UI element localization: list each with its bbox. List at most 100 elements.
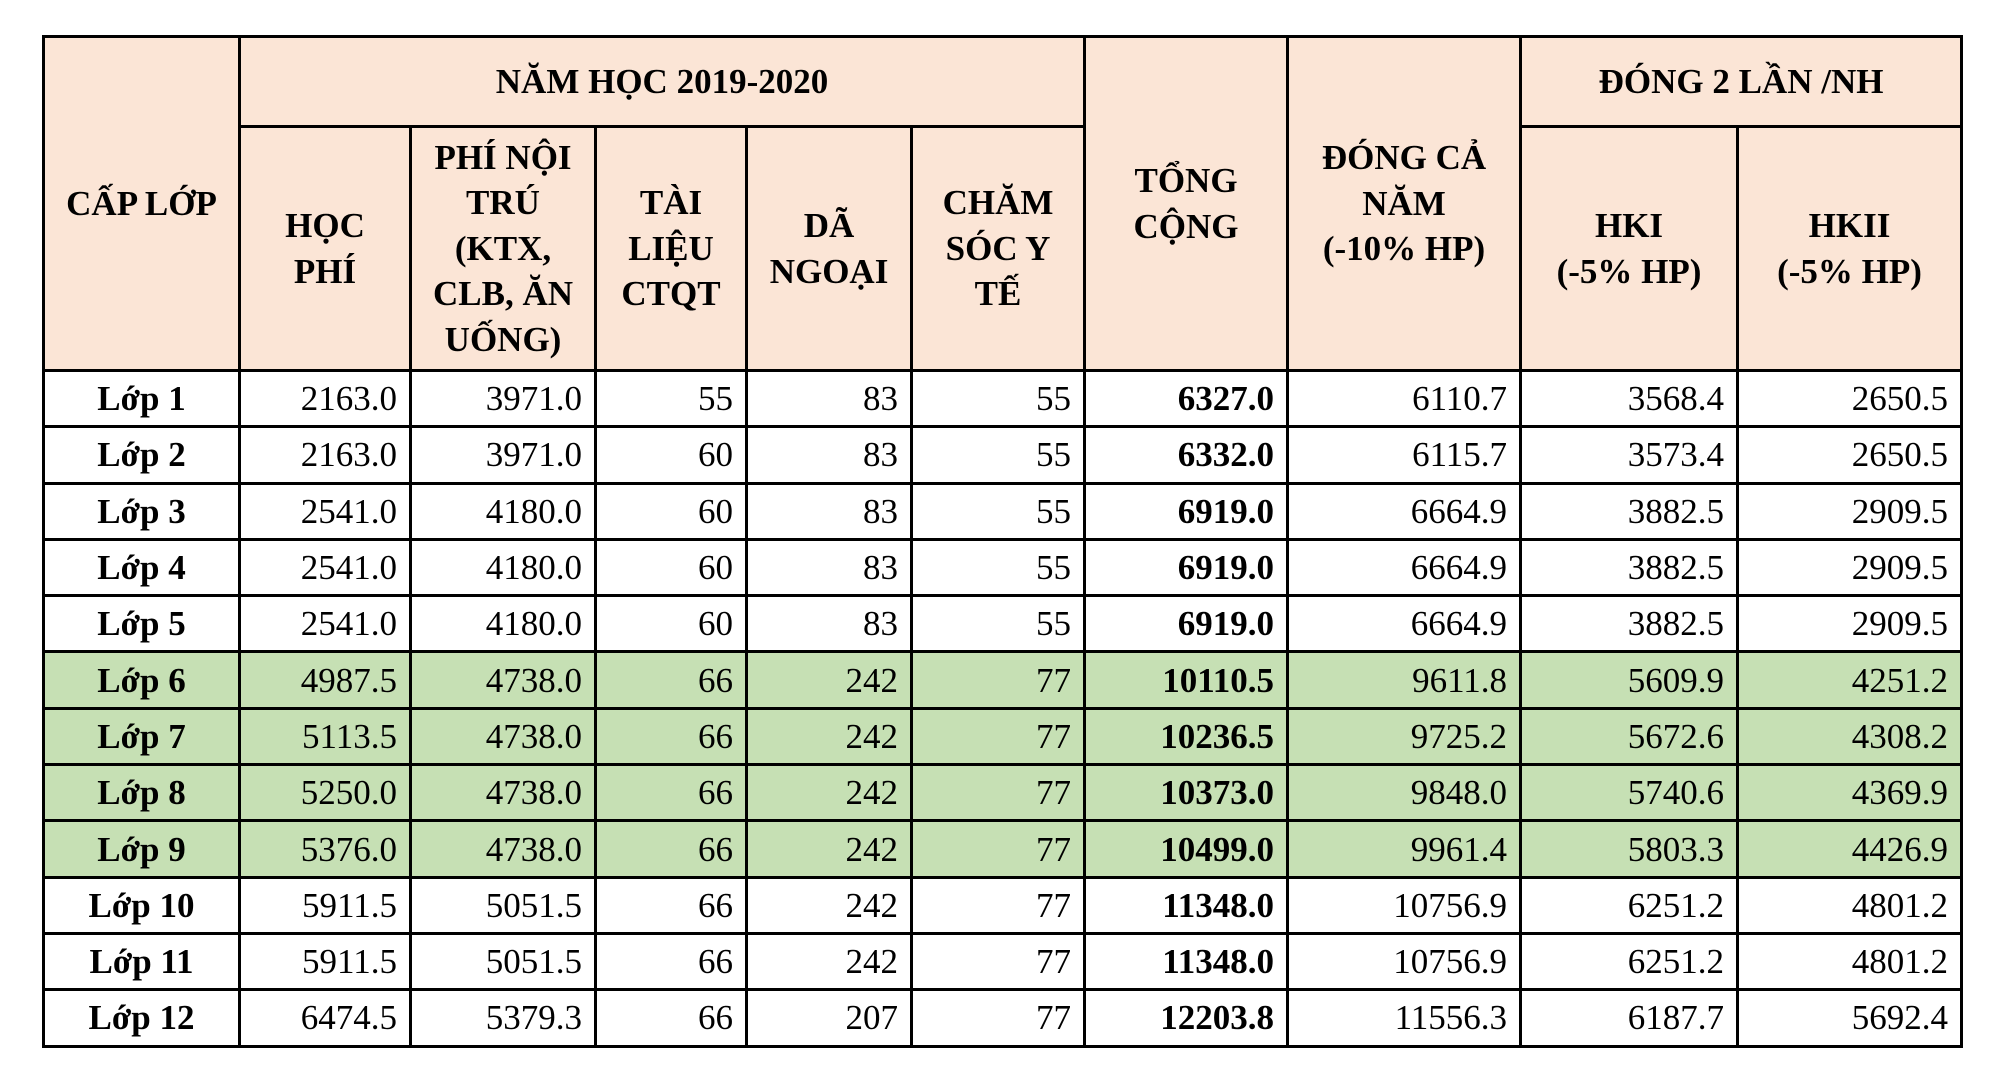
value-cell: 66 <box>594 650 748 710</box>
value-cell: 6664.9 <box>1286 481 1523 541</box>
value-cell: 60 <box>594 537 748 598</box>
value-cell: 10110.5 <box>1083 650 1290 710</box>
value-cell: 60 <box>594 425 748 485</box>
value-cell: 4801.2 <box>1736 931 1964 992</box>
value-cell: 55 <box>909 368 1087 429</box>
value-cell: 12203.8 <box>1083 988 1290 1048</box>
value-cell: 6251.2 <box>1519 875 1740 935</box>
value-cell: 3882.5 <box>1519 537 1740 598</box>
value-cell: 6664.9 <box>1286 594 1523 654</box>
header-cell: CẤP LỚP <box>42 35 241 372</box>
value-cell: 10756.9 <box>1286 931 1523 992</box>
header-cell: ĐÓNG 2 LẦN /NH <box>1519 35 1964 128</box>
value-cell: 6664.9 <box>1286 537 1523 598</box>
table-row: Lớp 3 2541.0 4180.0 60 83 55 6919.0 6664.9 3882.… <box>42 481 1964 541</box>
value-cell: 4738.0 <box>409 706 597 767</box>
value-cell: 2541.0 <box>238 537 412 598</box>
value-cell: 77 <box>909 706 1087 767</box>
value-cell: 77 <box>909 931 1087 992</box>
value-cell: 77 <box>909 875 1087 935</box>
value-cell: 5911.5 <box>238 931 412 992</box>
value-cell: 66 <box>594 988 748 1048</box>
value-cell: 6187.7 <box>1519 988 1740 1048</box>
value-cell: 77 <box>909 988 1087 1048</box>
value-cell: 66 <box>594 706 748 767</box>
value-cell: 9611.8 <box>1286 650 1523 710</box>
value-cell: 3882.5 <box>1519 481 1740 541</box>
value-cell: 5803.3 <box>1519 819 1740 879</box>
value-cell: 3971.0 <box>409 425 597 485</box>
value-cell: 6332.0 <box>1083 425 1290 485</box>
header-cell: TỔNG CỘNG <box>1083 35 1290 372</box>
value-cell: 60 <box>594 594 748 654</box>
value-cell: 2909.5 <box>1736 481 1964 541</box>
value-cell: 83 <box>745 368 913 429</box>
header-cell: ĐÓNG CẢ NĂM (-10% HP) <box>1286 35 1523 372</box>
value-cell: 2650.5 <box>1736 425 1964 485</box>
value-cell: 77 <box>909 650 1087 710</box>
value-cell: 2163.0 <box>238 425 412 485</box>
table-row: Lớp 12 6474.5 5379.3 66 207 77 12203.8 11556.3 6… <box>42 988 1964 1048</box>
header-cell: NĂM HỌC 2019-2020 <box>237 35 1087 128</box>
value-cell: 5051.5 <box>409 875 597 935</box>
value-cell: 55 <box>909 425 1087 485</box>
value-cell: 6919.0 <box>1083 594 1290 654</box>
value-cell: 11348.0 <box>1083 875 1290 935</box>
value-cell: 5051.5 <box>409 931 597 992</box>
value-cell: 6110.7 <box>1286 368 1523 429</box>
value-cell: 66 <box>594 875 748 935</box>
value-cell: 2163.0 <box>238 368 412 429</box>
header-cell: HKII (-5% HP) <box>1736 125 1964 372</box>
value-cell: 6919.0 <box>1083 481 1290 541</box>
header-cell: HKI (-5% HP) <box>1519 125 1740 372</box>
table-row: Lớp 9 5376.0 4738.0 66 242 77 10499.0 9961.4 580… <box>42 819 1964 879</box>
table-row: Lớp 4 2541.0 4180.0 60 83 55 6919.0 6664.9 3882.… <box>42 537 1964 598</box>
value-cell: 4251.2 <box>1736 650 1964 710</box>
value-cell: 4738.0 <box>409 763 597 823</box>
grade-cell: Lớp 9 <box>42 819 241 879</box>
value-cell: 10236.5 <box>1083 706 1290 767</box>
value-cell: 6919.0 <box>1083 537 1290 598</box>
value-cell: 55 <box>594 368 748 429</box>
table-body: Lớp 1 2163.0 3971.0 55 83 55 6327.0 6110.7 3568.… <box>42 368 1964 1048</box>
value-cell: 3971.0 <box>409 368 597 429</box>
value-cell: 11556.3 <box>1286 988 1523 1048</box>
value-cell: 2541.0 <box>238 594 412 654</box>
value-cell: 77 <box>909 819 1087 879</box>
value-cell: 5672.6 <box>1519 706 1740 767</box>
table-row: Lớp 1 2163.0 3971.0 55 83 55 6327.0 6110.7 3568.… <box>42 368 1964 429</box>
value-cell: 6474.5 <box>238 988 412 1048</box>
value-cell: 2541.0 <box>238 481 412 541</box>
grade-cell: Lớp 4 <box>42 537 241 598</box>
fee-table: CẤP LỚP NĂM HỌC 2019-2020 TỔNG CỘNG ĐÓNG… <box>42 35 1964 1048</box>
value-cell: 66 <box>594 931 748 992</box>
header-cell: TÀI LIỆU CTQT <box>594 125 748 372</box>
value-cell: 6115.7 <box>1286 425 1523 485</box>
grade-cell: Lớp 2 <box>42 425 241 485</box>
value-cell: 10756.9 <box>1286 875 1523 935</box>
value-cell: 66 <box>594 819 748 879</box>
value-cell: 83 <box>745 425 913 485</box>
value-cell: 55 <box>909 481 1087 541</box>
grade-cell: Lớp 7 <box>42 706 241 767</box>
value-cell: 2909.5 <box>1736 537 1964 598</box>
value-cell: 55 <box>909 594 1087 654</box>
table-row: Lớp 8 5250.0 4738.0 66 242 77 10373.0 9848.0 574… <box>42 763 1964 823</box>
table-row: Lớp 6 4987.5 4738.0 66 242 77 10110.5 9611.8 560… <box>42 650 1964 710</box>
value-cell: 242 <box>745 650 913 710</box>
value-cell: 83 <box>745 481 913 541</box>
table-row: Lớp 10 5911.5 5051.5 66 242 77 11348.0 10756.9 6… <box>42 875 1964 935</box>
value-cell: 4180.0 <box>409 481 597 541</box>
value-cell: 242 <box>745 931 913 992</box>
value-cell: 5376.0 <box>238 819 412 879</box>
grade-cell: Lớp 10 <box>42 875 241 935</box>
table-header: CẤP LỚP NĂM HỌC 2019-2020 TỔNG CỘNG ĐÓNG… <box>42 35 1964 372</box>
value-cell: 4180.0 <box>409 594 597 654</box>
value-cell: 3882.5 <box>1519 594 1740 654</box>
value-cell: 5250.0 <box>238 763 412 823</box>
value-cell: 4180.0 <box>409 537 597 598</box>
grade-cell: Lớp 3 <box>42 481 241 541</box>
value-cell: 9725.2 <box>1286 706 1523 767</box>
value-cell: 4987.5 <box>238 650 412 710</box>
